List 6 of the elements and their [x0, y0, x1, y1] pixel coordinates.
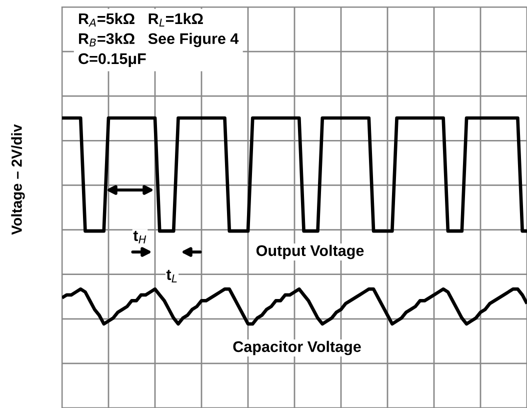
- annotation: t$_{H}$: [133, 230, 146, 244]
- y-axis-title: Voltage – 2V/div: [11, 124, 25, 235]
- text: R$_{A}$=5kΩ R$_{L}$=1kΩ R$_{B}$=3kΩ See Figure 4 C=0.15μF: [78, 12, 239, 68]
- series-label: Capacitor Voltage: [233, 340, 361, 356]
- annotation: t$_{L}$: [166, 270, 177, 282]
- series-label: Output Voltage: [256, 244, 364, 260]
